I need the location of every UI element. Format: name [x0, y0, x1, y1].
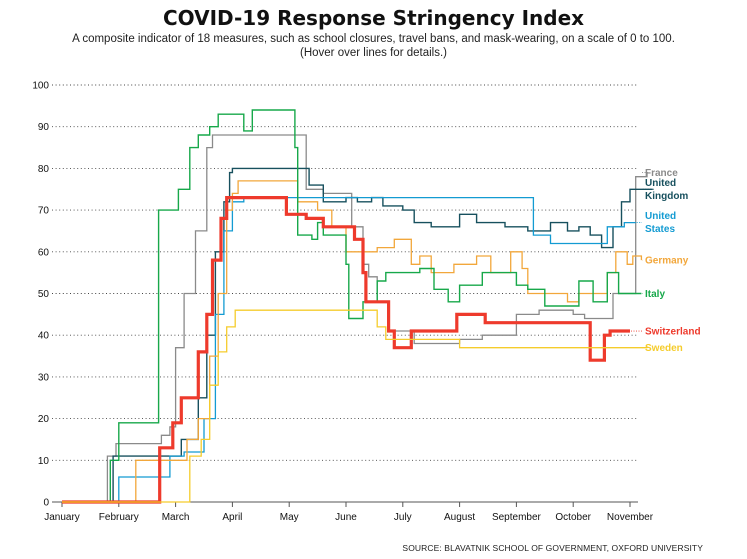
- x-tick-label: June: [335, 512, 357, 523]
- x-tick-label: August: [444, 512, 475, 523]
- chart-subtitle-line-1: A composite indicator of 18 measures, su…: [72, 33, 675, 45]
- chart-source: SOURCE: BLAVATNIK SCHOOL OF GOVERNMENT, …: [402, 543, 703, 553]
- series-label: United: [645, 211, 676, 222]
- y-tick-label: 50: [38, 289, 50, 300]
- series-line-united-kingdom[interactable]: [62, 167, 653, 503]
- chart-title: COVID-19 Response Stringency Index: [162, 6, 585, 30]
- x-tick-label: July: [394, 512, 412, 523]
- x-tick-label: September: [492, 512, 542, 523]
- series-label: States: [645, 224, 675, 235]
- x-tick-label: March: [162, 512, 190, 523]
- y-tick-label: 80: [38, 164, 50, 175]
- series-label: Kingdom: [645, 191, 688, 202]
- series-label: France: [645, 168, 678, 179]
- y-tick-label: 60: [38, 247, 50, 258]
- x-tick-label: October: [555, 512, 591, 523]
- series-labels: FranceUnitedKingdomUnitedStatesGermanyIt…: [631, 168, 701, 354]
- series-line-italy[interactable]: [62, 109, 642, 503]
- y-tick-label: 30: [38, 372, 50, 383]
- x-tick-label: January: [44, 512, 80, 523]
- series-line-sweden[interactable]: [62, 309, 647, 503]
- series-line-united-states[interactable]: [62, 196, 636, 503]
- y-tick-label: 70: [38, 206, 50, 217]
- series-label: United: [645, 178, 676, 189]
- series-label: Italy: [645, 289, 665, 300]
- series-line-germany[interactable]: [62, 180, 643, 503]
- x-tick-label: May: [280, 512, 299, 523]
- chart-subtitle: A composite indicator of 18 measures, su…: [0, 32, 747, 60]
- y-axis-ticks: 0 10 20 30 40 50 60 70 80 90 100: [32, 81, 49, 509]
- chart-subtitle-line-2: (Hover over lines for details.): [300, 47, 447, 59]
- x-tick-label: February: [99, 512, 139, 523]
- y-tick-label: 40: [38, 331, 50, 342]
- y-tick-label: 100: [32, 81, 49, 92]
- series-label: Sweden: [645, 343, 683, 354]
- y-tick-label: 90: [38, 122, 50, 133]
- series-label: Switzerland: [645, 327, 701, 338]
- series-lines[interactable]: [62, 109, 653, 504]
- y-tick-label: 20: [38, 414, 50, 425]
- x-tick-label: November: [607, 512, 654, 523]
- y-tick-label: 10: [38, 456, 50, 467]
- x-tick-label: April: [222, 512, 242, 523]
- x-axis-ticks: January February March April May June July Augu…: [44, 502, 654, 523]
- series-label: Germany: [645, 256, 689, 267]
- series-line-switzerland[interactable]: [62, 196, 630, 504]
- y-tick-label: 0: [43, 498, 49, 509]
